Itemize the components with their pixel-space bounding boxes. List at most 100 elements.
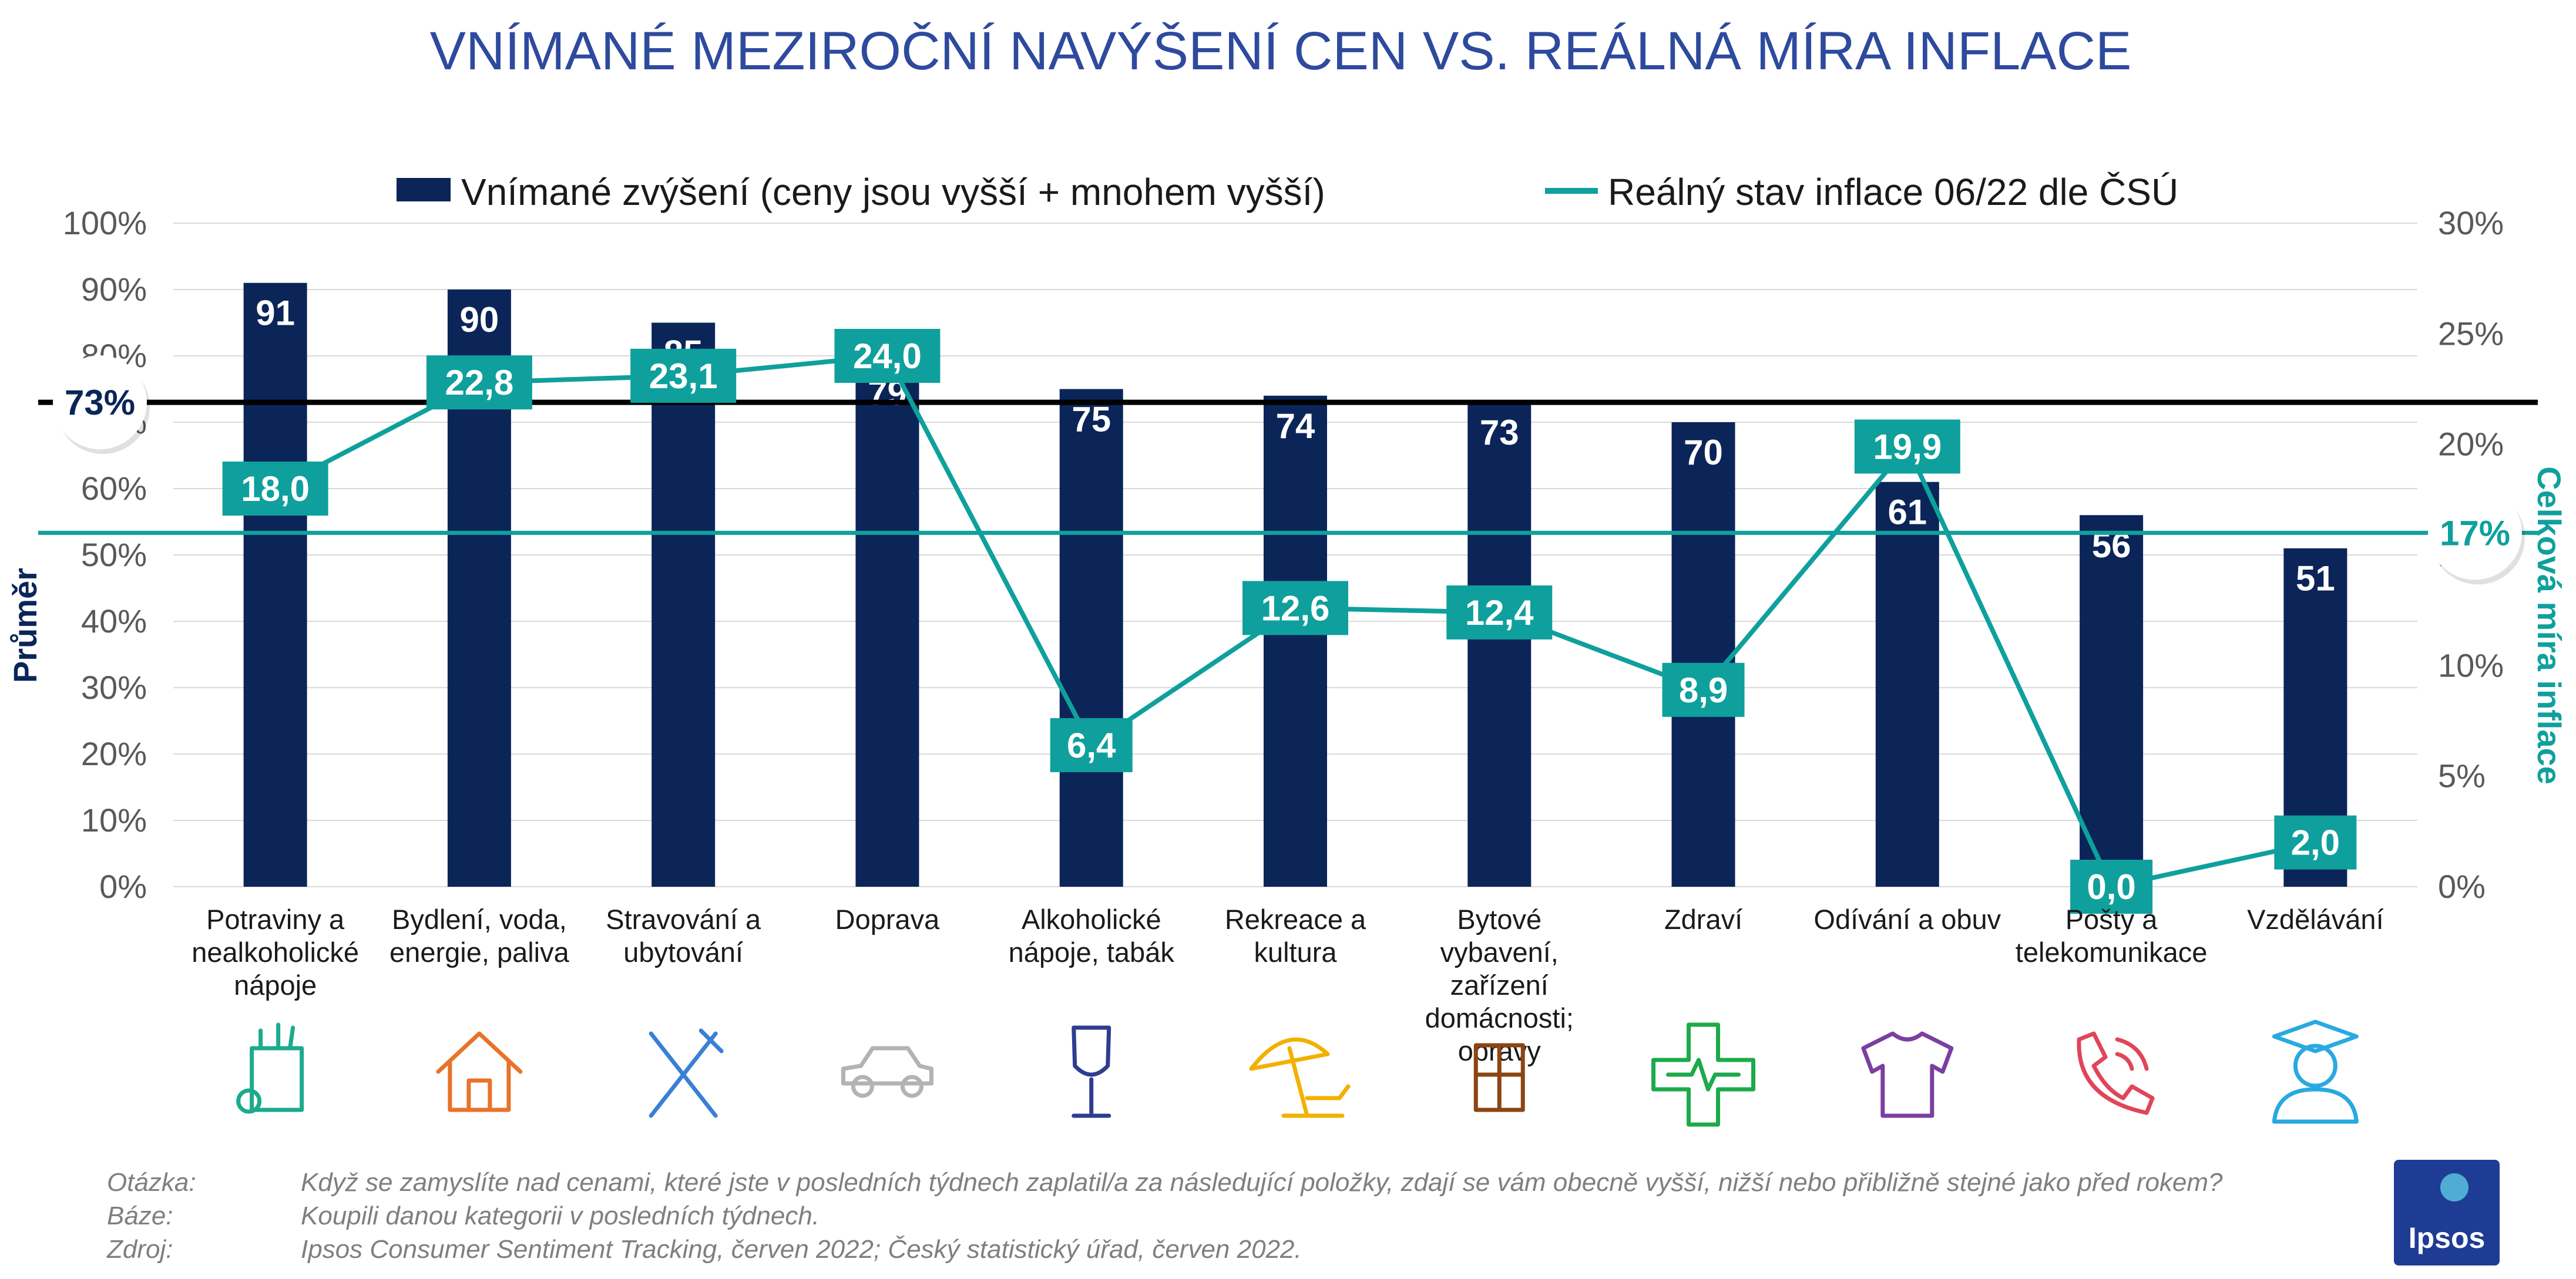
left-tick-label: 20%	[81, 735, 147, 772]
category-label: kultura	[1254, 937, 1337, 968]
right-tick-label: 30%	[2438, 204, 2504, 241]
bar-value-label: 51	[2296, 559, 2335, 598]
head	[2293, 1044, 2337, 1088]
signal	[2115, 1037, 2149, 1071]
reference-badges: 73% 17%	[53, 355, 2525, 585]
left-tick-label: 30%	[81, 669, 147, 706]
line-value-label: 8,9	[1679, 671, 1728, 710]
line-value-box	[1242, 581, 1348, 635]
left-tick-label: 40%	[81, 603, 147, 640]
line-value-box	[1050, 718, 1133, 772]
legend-bar-label: Vnímané zvýšení (ceny jsou vyšší + mnohe…	[461, 171, 1325, 213]
line-value-box	[2070, 860, 2153, 914]
line-value-label: 6,4	[1067, 726, 1116, 765]
line-value-box	[2274, 815, 2357, 870]
category-label: nápoje, tabák	[1009, 937, 1175, 968]
line-value-label: 18,0	[241, 469, 310, 509]
car-icon	[841, 1046, 933, 1098]
left-tick-label: 90%	[81, 271, 147, 308]
cutlery	[649, 1028, 724, 1118]
category-label: domácnosti;	[1425, 1002, 1574, 1034]
right-tick-label: 5%	[2438, 758, 2486, 795]
house-icon	[436, 1031, 523, 1112]
footnote-question-text: Když se zamyslíte nad cenami, které jste…	[301, 1168, 2223, 1197]
left-tick-label: 0%	[99, 868, 147, 905]
footnote-source-text: Ipsos Consumer Sentiment Tracking, červe…	[301, 1234, 1302, 1264]
handset	[2077, 1031, 2155, 1115]
right-tick-label: 25%	[2438, 315, 2504, 352]
heartbeat	[1666, 1058, 1741, 1092]
line-value-label: 19,9	[1873, 427, 1942, 466]
category-label: Bydlení, voda,	[392, 904, 567, 935]
beach-umbrella-icon	[1249, 1037, 1351, 1118]
line-value-label: 2,0	[2291, 823, 2340, 863]
line-value-box	[426, 355, 532, 410]
line-value-box	[222, 462, 328, 516]
bar	[1059, 389, 1123, 887]
bar-value-label: 73	[1480, 413, 1519, 452]
glass	[1072, 1025, 1111, 1118]
footnote-base-text: Koupili danou kategorii v posledních týd…	[301, 1201, 820, 1230]
right-tick-label: 20%	[2438, 426, 2504, 463]
ipsos-logo: Ipsos	[2394, 1160, 2500, 1265]
footnote-source-label: Zdroj:	[106, 1235, 173, 1264]
tshirt-icon	[1861, 1031, 1954, 1118]
badge-label: 73%	[65, 383, 135, 422]
average-badge: 73%	[53, 355, 150, 455]
category-label: nápoje	[234, 970, 317, 1001]
line-value-box	[1446, 585, 1553, 640]
line-value-label: 0,0	[2087, 867, 2135, 907]
bar	[1671, 422, 1735, 887]
graduate-icon	[2272, 1019, 2359, 1124]
shirt	[1861, 1031, 1954, 1118]
logo-mark	[2440, 1173, 2468, 1201]
category-label: Potraviny a	[206, 904, 345, 935]
chart-title: VNÍMANÉ MEZIROČNÍ NAVÝŠENÍ CEN VS. REÁLN…	[430, 21, 2132, 81]
shoulders	[2272, 1087, 2359, 1124]
footnote-base-label: Báze:	[107, 1201, 173, 1230]
left-axis-title: Průměr	[6, 568, 43, 683]
category-label: Pošty a	[2065, 904, 2158, 935]
bar	[651, 322, 716, 887]
legend-line-label: Reálný stav inflace 06/22 dle ČSÚ	[1608, 171, 2178, 213]
right-tick-label: 0%	[2438, 868, 2486, 905]
bar-value-label: 70	[1684, 433, 1723, 472]
apple	[236, 1088, 262, 1114]
bar-value-label: 74	[1276, 406, 1315, 446]
badge-circle	[53, 355, 147, 450]
category-label: nealkoholické	[192, 937, 359, 968]
bar-value-label: 91	[256, 294, 295, 333]
bag-items	[258, 1022, 295, 1051]
bar-labels: 9190857975747370615651	[256, 294, 2335, 598]
right-axis-title: Celková míra inflace	[2531, 466, 2568, 785]
legend: Vnímané zvýšení (ceny jsou vyšší + mnohe…	[397, 171, 2178, 213]
badge-label: 17%	[2440, 513, 2510, 553]
category-label: Zdraví	[1664, 904, 1742, 935]
category-label: Alkoholické	[1022, 904, 1161, 935]
left-tick-label: 60%	[81, 470, 147, 507]
house-shape	[436, 1031, 523, 1112]
bar	[243, 282, 307, 887]
category-icons	[236, 1019, 2359, 1127]
badge-circle	[2428, 486, 2522, 580]
line-value-label: 22,8	[445, 363, 514, 402]
line-value-box	[630, 348, 737, 403]
car-wheel	[900, 1075, 923, 1098]
car-body	[841, 1046, 933, 1086]
wine-glass-icon	[1072, 1025, 1111, 1118]
category-label: zařízení	[1450, 970, 1549, 1001]
footnote: Otázka: Když se zamyslíte nad cenami, kt…	[106, 1168, 2223, 1264]
left-tick-label: 100%	[63, 204, 147, 241]
bar	[1467, 402, 1532, 887]
umbrella	[1249, 1037, 1351, 1118]
bar	[2080, 515, 2144, 887]
fork-knife-icon	[649, 1028, 724, 1118]
logo-text: Ipsos	[2409, 1221, 2486, 1254]
medical-cross-icon	[1651, 1022, 1756, 1127]
category-label: ubytování	[623, 937, 743, 968]
phone-icon	[2077, 1031, 2155, 1115]
inflation-badge: 17%	[2428, 486, 2525, 585]
bar-series	[243, 282, 2347, 887]
